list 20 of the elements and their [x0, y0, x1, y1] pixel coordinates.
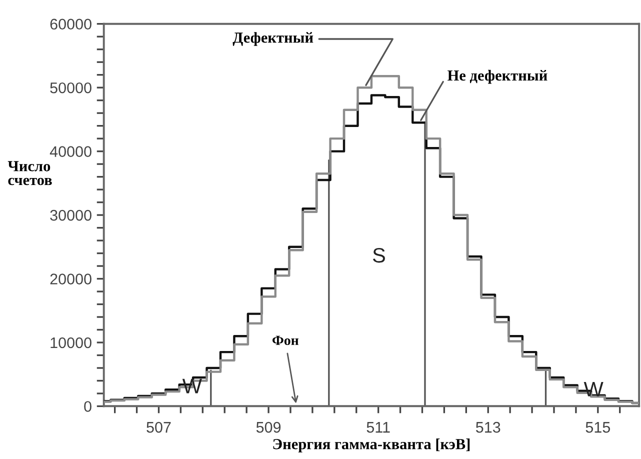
- x-tick-label: 515: [586, 422, 610, 433]
- y-tick-label: 60000: [50, 18, 92, 30]
- y-tick-label: 50000: [50, 82, 92, 94]
- text: Дефектный: [232, 32, 314, 46]
- text: Не дефектный: [448, 70, 548, 84]
- annotation: S: [372, 248, 385, 263]
- y-tick-label: 40000: [50, 146, 92, 158]
- x-tick-label: 513: [476, 422, 500, 433]
- annotation: W: [182, 378, 202, 394]
- y-tick-label: 10000: [50, 337, 92, 348]
- y-tick-label: 30000: [50, 210, 92, 221]
- y-tick-label: 20000: [50, 274, 92, 284]
- x-tick-label: 507: [146, 422, 171, 433]
- y-axis-title: Число счетов: [8, 161, 52, 186]
- y-tick-label: 0: [84, 401, 92, 412]
- annotation: Фон: [272, 336, 298, 346]
- annotation: W: [584, 382, 604, 396]
- x-tick-label: 511: [366, 422, 390, 433]
- x-axis-title: Энергия гамма-кванта [кэВ]: [273, 438, 470, 452]
- x-tick-label: 509: [256, 422, 281, 433]
